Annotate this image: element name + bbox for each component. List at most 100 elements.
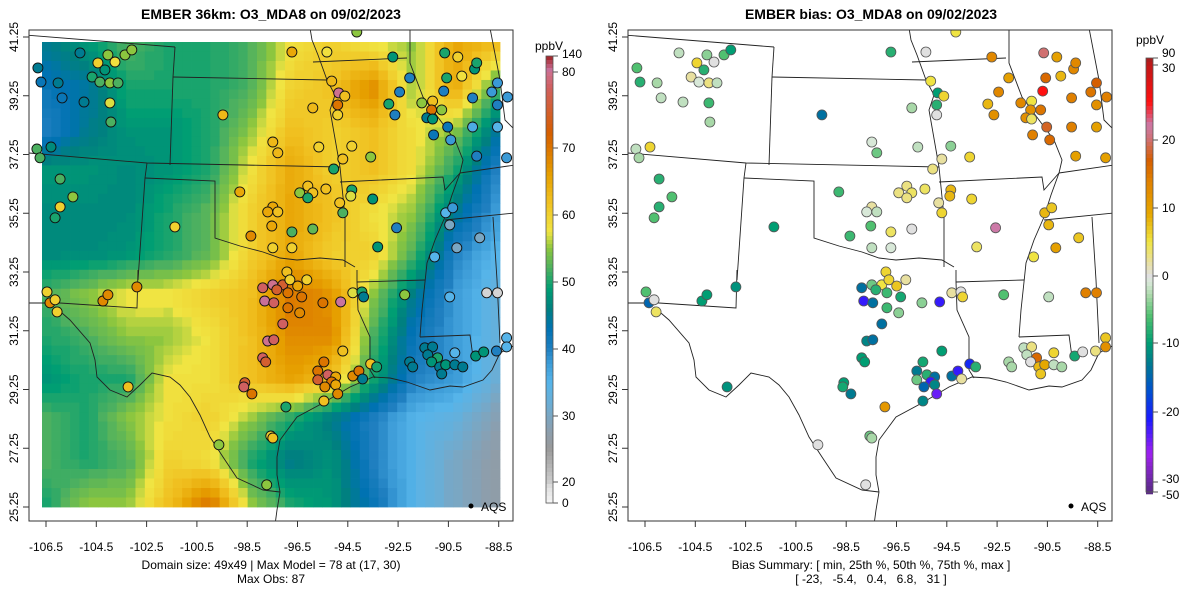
model-grid-cell — [313, 203, 323, 214]
model-grid-cell — [294, 60, 305, 71]
model-grid-cell — [191, 98, 202, 109]
obs-station-marker — [51, 306, 63, 318]
colorbar-segment — [1146, 398, 1153, 403]
model-grid-cell — [200, 440, 211, 451]
model-grid-cell — [406, 469, 417, 479]
model-grid-cell — [350, 469, 361, 479]
model-grid-cell — [397, 298, 407, 309]
model-grid-cell — [228, 127, 239, 138]
model-grid-cell — [107, 136, 118, 147]
model-grid-cell — [378, 241, 389, 252]
colorbar-segment — [546, 500, 553, 505]
colorbar-segment — [1146, 390, 1153, 395]
model-grid-cell — [70, 155, 80, 166]
model-grid-cell — [219, 488, 230, 498]
model-grid-cell — [144, 288, 155, 299]
model-grid-cell — [350, 60, 361, 71]
model-grid-cell — [126, 469, 136, 479]
model-grid-cell — [126, 136, 136, 147]
model-grid-cell — [200, 459, 211, 470]
model-grid-cell — [107, 412, 118, 422]
model-grid-cell — [387, 279, 398, 290]
model-grid-cell — [191, 203, 202, 214]
obs-station-marker — [78, 96, 90, 108]
model-grid-cell — [191, 412, 202, 422]
model-grid-cell — [303, 412, 314, 422]
model-grid-cell — [406, 146, 417, 157]
bias-station-marker — [1073, 232, 1085, 244]
model-grid-cell — [88, 364, 99, 375]
model-grid-cell — [42, 364, 52, 375]
model-grid-cell — [266, 317, 277, 328]
bias-station-marker — [1043, 291, 1055, 303]
obs-station-marker — [449, 347, 461, 359]
obs-station-marker — [267, 136, 279, 148]
model-grid-cell — [425, 212, 435, 223]
model-grid-cell — [266, 51, 277, 62]
model-grid-cell — [228, 326, 239, 337]
bias-station-marker — [993, 86, 1004, 98]
obs-station-marker — [92, 57, 104, 69]
colorbar-segment — [1146, 198, 1153, 203]
model-grid-cell — [219, 79, 230, 90]
model-grid-cell — [322, 288, 333, 299]
model-grid-cell — [154, 383, 164, 394]
obs-station-marker — [272, 206, 284, 218]
lon-tick-label: -104.5 — [79, 540, 113, 554]
model-grid-cell — [107, 345, 118, 356]
model-grid-cell — [313, 165, 323, 176]
model-grid-cell — [70, 488, 80, 498]
model-grid-cell — [471, 364, 482, 375]
model-grid-cell — [425, 383, 435, 394]
model-grid-cell — [256, 146, 267, 157]
model-grid-cell — [135, 155, 146, 166]
model-grid-cell — [247, 79, 258, 90]
model-grid-cell — [247, 98, 258, 109]
colorbar-segment — [546, 440, 553, 445]
model-grid-cell — [79, 250, 90, 261]
colorbar-segment — [1146, 146, 1153, 151]
model-grid-cell — [154, 117, 164, 128]
model-grid-cell — [369, 174, 379, 185]
model-grid-cell — [88, 478, 99, 489]
model-grid-cell — [350, 402, 361, 413]
bias-station-marker — [1006, 361, 1018, 373]
model-grid-cell — [415, 165, 426, 176]
model-grid-cell — [70, 307, 80, 318]
model-grid-cell — [228, 279, 239, 290]
obs-station-marker — [262, 206, 274, 218]
model-grid-cell — [275, 269, 286, 280]
obs-station-marker — [334, 197, 346, 209]
model-grid-cell — [462, 269, 473, 280]
bias-station-marker — [1101, 91, 1112, 103]
model-grid-cell — [415, 231, 426, 242]
model-grid-cell — [219, 412, 230, 422]
model-grid-cell — [135, 355, 146, 366]
model-grid-cell — [200, 98, 211, 109]
model-grid-cell — [116, 393, 127, 404]
model-grid-cell — [182, 241, 192, 252]
model-grid-cell — [397, 450, 407, 460]
model-grid-cell — [60, 497, 71, 508]
model-grid-cell — [425, 269, 435, 280]
model-grid-cell — [359, 459, 370, 470]
model-grid-cell — [228, 364, 239, 375]
model-grid-cell — [387, 336, 398, 347]
bias-station-marker — [946, 287, 958, 299]
model-grid-cell — [219, 212, 230, 223]
model-grid-cell — [453, 42, 464, 52]
model-grid-cell — [144, 184, 155, 195]
model-grid-cell — [126, 79, 136, 90]
model-grid-cell — [200, 326, 211, 337]
obs-station-marker — [56, 92, 68, 104]
model-grid-cell — [275, 364, 286, 375]
model-grid-cell — [154, 108, 164, 119]
model-grid-cell — [275, 431, 286, 441]
model-grid-cell — [275, 459, 286, 470]
colorbar-segment — [1146, 90, 1153, 95]
colorbar-segment — [546, 292, 553, 297]
model-grid-cell — [88, 450, 99, 460]
model-grid-cell — [79, 393, 90, 404]
model-grid-cell — [256, 155, 267, 166]
bias-station-marker — [644, 141, 656, 153]
